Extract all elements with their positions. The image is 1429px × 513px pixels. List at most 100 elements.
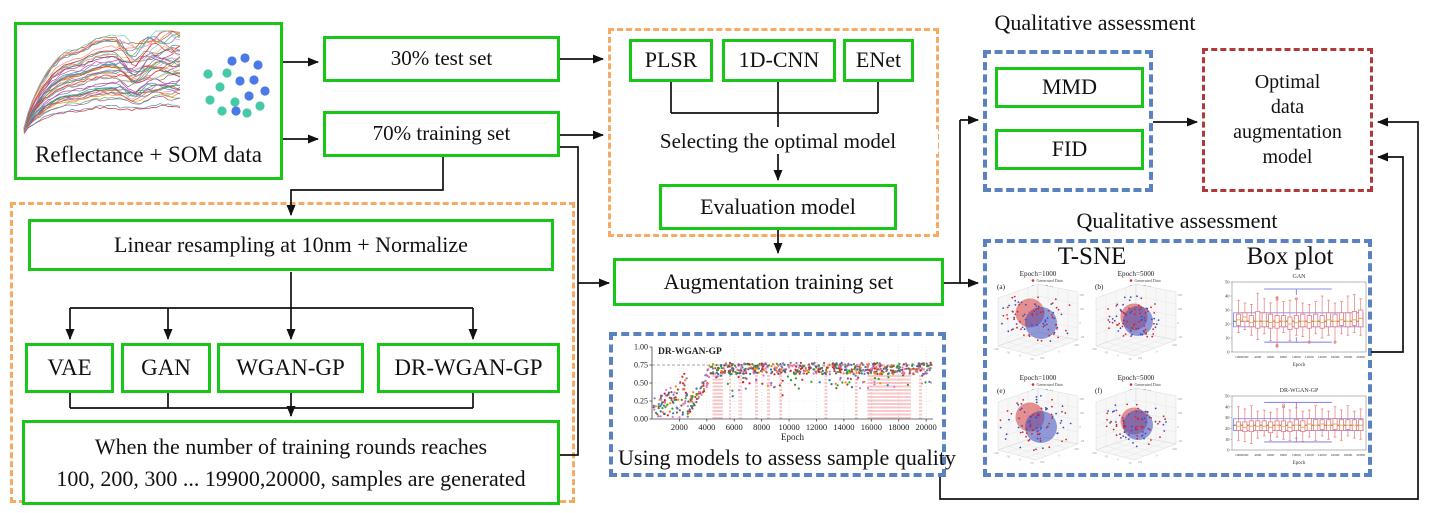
svg-text:0.00: 0.00 <box>634 415 648 424</box>
svg-text:6000: 6000 <box>726 422 743 432</box>
svg-text:50: 50 <box>1129 357 1133 361</box>
svg-text:4000: 4000 <box>1254 453 1261 457</box>
training-set-box: 70% training set <box>323 111 560 157</box>
svg-text:Epoch: Epoch <box>781 432 804 442</box>
svg-text:(a): (a) <box>997 283 1006 291</box>
cnn-label: 1D-CNN <box>738 47 820 73</box>
svg-text:0.50: 0.50 <box>634 379 648 388</box>
rounds-line-2: 100, 200, 300 ... 19900,20000, samples a… <box>56 465 526 491</box>
svg-text:-100: -100 <box>1080 439 1085 443</box>
svg-text:1.00: 1.00 <box>634 343 648 352</box>
svg-text:12000: 12000 <box>1305 355 1314 359</box>
svg-text:-100: -100 <box>1178 335 1183 339</box>
svg-text:GAN: GAN <box>1293 274 1307 280</box>
svg-text:-100: -100 <box>1073 343 1079 347</box>
svg-text:-100: -100 <box>1073 447 1079 451</box>
svg-text:10000: 10000 <box>778 422 799 432</box>
qualitative-assessment-label-1: Qualitative assessment <box>994 10 1196 35</box>
svg-text:18000: 18000 <box>1344 453 1353 457</box>
svg-text:0: 0 <box>1156 454 1158 458</box>
spectra-plot <box>22 28 192 140</box>
evaluation-model-box: Evaluation model <box>659 184 897 230</box>
vae-box: VAE <box>25 343 114 393</box>
svg-text:DR-WGAN-GP: DR-WGAN-GP <box>658 347 722 357</box>
training-set-label: 70% training set <box>372 121 511 146</box>
svg-text:-100: -100 <box>1178 439 1183 443</box>
drwgangp-label: DR-WGAN-GP <box>394 355 543 381</box>
svg-text:100: 100 <box>1138 356 1143 360</box>
svg-text:Generated Data: Generated Data <box>1037 278 1063 283</box>
svg-text:10000: 10000 <box>1292 355 1301 359</box>
gan-label: GAN <box>141 355 191 381</box>
svg-text:Epoch: Epoch <box>1293 461 1306 466</box>
svg-text:0.75: 0.75 <box>634 361 648 370</box>
evaluation-model-label: Evaluation model <box>700 193 856 219</box>
svg-text:100: 100 <box>1178 411 1183 415</box>
svg-text:2000: 2000 <box>671 422 688 432</box>
svg-text:6000: 6000 <box>1267 453 1274 457</box>
wgangp-label: WGAN-GP <box>236 355 345 381</box>
svg-text:200: 200 <box>1080 293 1085 297</box>
enet-label: ENet <box>855 47 902 73</box>
tsne-heading: T-SNE <box>1057 243 1127 270</box>
svg-text:Epoch: Epoch <box>1293 363 1306 368</box>
svg-text:40: 40 <box>1225 294 1230 299</box>
svg-text:16000: 16000 <box>1331 453 1340 457</box>
svg-text:20: 20 <box>1225 426 1230 431</box>
plsr-box: PLSR <box>629 39 713 82</box>
svg-text:50: 50 <box>1031 461 1035 465</box>
rounds-line-1: When the number of training rounds reach… <box>94 433 488 459</box>
svg-text:-50: -50 <box>1104 350 1108 354</box>
using-models-label: Using models to assess sample quality <box>618 445 956 470</box>
optimal-line-3: augmentation <box>1233 121 1342 143</box>
svg-text:200: 200 <box>1178 397 1183 401</box>
svg-text:4000: 4000 <box>1254 355 1261 359</box>
svg-text:10: 10 <box>1225 437 1230 442</box>
svg-text:Epoch=1000: Epoch=1000 <box>1020 270 1057 278</box>
svg-text:0: 0 <box>1227 350 1230 355</box>
svg-text:200: 200 <box>1080 397 1085 401</box>
boxplot-heading: Box plot <box>1246 243 1334 270</box>
svg-text:-50: -50 <box>1006 350 1010 354</box>
svg-text:-100: -100 <box>1171 447 1177 451</box>
svg-text:0: 0 <box>1227 448 1230 453</box>
svg-text:50: 50 <box>1129 461 1133 465</box>
svg-text:30: 30 <box>1225 415 1230 420</box>
drwgangp-box: DR-WGAN-GP <box>377 343 560 393</box>
svg-text:6000: 6000 <box>1267 355 1274 359</box>
svg-text:-100: -100 <box>1171 343 1177 347</box>
resampling-box: Linear resampling at 10nm + Normalize <box>28 219 554 271</box>
optimal-line-4: model <box>1262 146 1313 168</box>
mmd-label: MMD <box>1041 74 1097 100</box>
fid-box: FID <box>995 129 1144 170</box>
boxplot-gan: GAN 0 10 20 30 40 50 1000 2000 4000 6000 8000 10000 1… <box>1218 268 1370 384</box>
svg-text:14000: 14000 <box>833 422 854 432</box>
svg-text:2000: 2000 <box>1241 355 1248 359</box>
svg-text:0: 0 <box>1117 458 1119 462</box>
svg-text:100: 100 <box>1138 460 1143 464</box>
boxplot-dr: DR-WGAN-GP 0 10 20 30 40 50 1000 2000 4000 6000 800… <box>1218 386 1370 474</box>
svg-text:4000: 4000 <box>698 422 715 432</box>
tsne-panel-3: Epoch=5000(f)Generated DataReal Data-100… <box>1086 372 1183 474</box>
tsne-panel-0: Epoch=1000(a)Generated DataReal Data-100… <box>988 268 1085 370</box>
svg-text:-100: -100 <box>993 347 999 351</box>
svg-text:0: 0 <box>1080 425 1082 429</box>
svg-text:12000: 12000 <box>1305 453 1314 457</box>
fid-label: FID <box>1051 136 1088 162</box>
qualitative-assessment-label-2: Qualitative assessment <box>1076 208 1278 233</box>
svg-text:0: 0 <box>1058 454 1060 458</box>
optimal-line-1: Optimal <box>1254 71 1321 93</box>
svg-text:Epoch=5000: Epoch=5000 <box>1118 270 1155 278</box>
svg-text:100: 100 <box>1080 307 1085 311</box>
svg-text:-50: -50 <box>1006 454 1010 458</box>
svg-text:-100: -100 <box>1091 347 1097 351</box>
svg-text:-100: -100 <box>1091 451 1097 455</box>
svg-text:-50: -50 <box>1104 454 1108 458</box>
svg-text:Epoch=1000: Epoch=1000 <box>1020 374 1057 382</box>
svg-text:50: 50 <box>1225 394 1230 399</box>
svg-text:16000: 16000 <box>1331 355 1340 359</box>
som-dots <box>196 48 276 123</box>
svg-text:8000: 8000 <box>1280 355 1287 359</box>
svg-text:50: 50 <box>1225 280 1230 285</box>
